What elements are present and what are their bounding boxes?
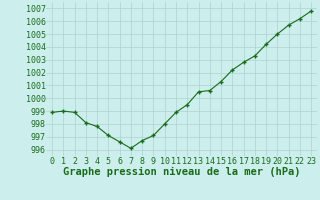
- X-axis label: Graphe pression niveau de la mer (hPa): Graphe pression niveau de la mer (hPa): [63, 167, 300, 177]
